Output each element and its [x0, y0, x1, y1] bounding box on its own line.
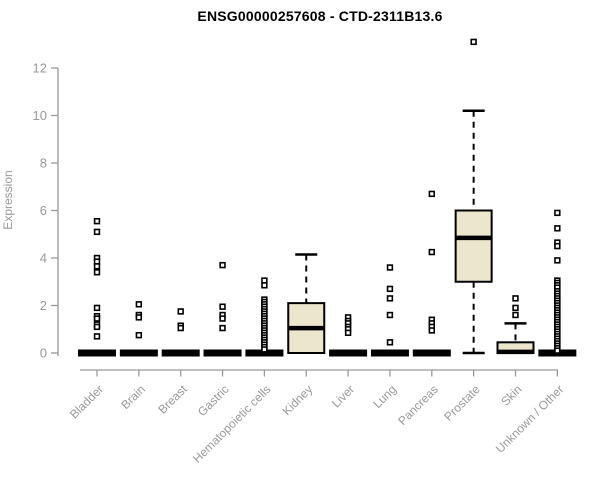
outlier-point — [219, 324, 226, 332]
outlier-point — [428, 190, 435, 198]
x-category-label: Liver — [329, 382, 357, 410]
box-group-gastric — [203, 261, 242, 357]
outlier-point — [386, 295, 394, 302]
outlier-point — [470, 38, 477, 46]
outlier-point — [93, 228, 101, 236]
y-tick-label: 4 — [40, 251, 47, 266]
box-group-kidney — [287, 253, 326, 354]
outlier-point — [428, 327, 435, 334]
box-group-lung — [370, 264, 409, 357]
collapsed-box — [245, 349, 284, 357]
outlier-point — [93, 323, 101, 331]
y-tick-label: 10 — [33, 108, 47, 123]
box-group-hematopoietic-cells — [245, 277, 284, 357]
x-category-label: Prostate — [441, 382, 483, 424]
outlier-point — [135, 301, 143, 308]
collapsed-box — [203, 349, 242, 357]
collapsed-box — [161, 349, 200, 357]
box — [454, 209, 493, 283]
x-category-label: Lung — [370, 382, 399, 411]
box-group-brain — [119, 301, 158, 357]
outlier-point — [386, 285, 394, 293]
outlier-point — [512, 304, 519, 312]
y-tick-label: 8 — [40, 156, 47, 171]
outlier-point — [261, 346, 268, 353]
x-category-label: Bladder — [67, 382, 106, 421]
x-category-label: Hematopoietic cells — [190, 382, 273, 465]
y-axis-label: Expression — [1, 170, 15, 229]
collapsed-box — [119, 349, 158, 357]
outlier-point — [93, 217, 101, 225]
outlier-point — [135, 331, 143, 339]
outlier-point — [177, 308, 184, 315]
outlier-point — [93, 263, 101, 270]
y-tick-label: 2 — [40, 298, 47, 313]
y-tick-label: 0 — [40, 346, 47, 361]
outlier-point — [219, 303, 226, 310]
outlier-point — [554, 242, 561, 250]
y-tick-label: 6 — [40, 203, 47, 218]
outlier-point — [428, 248, 435, 256]
x-category-label: Pancreas — [395, 382, 441, 428]
x-category-label: Kidney — [280, 382, 316, 418]
outlier-point — [344, 329, 352, 337]
outlier-point — [93, 315, 101, 322]
outlier-point — [386, 264, 394, 271]
box-group-bladder — [78, 217, 116, 357]
outlier-point — [261, 282, 268, 289]
collapsed-box — [412, 349, 451, 357]
box-group-unknown-other — [538, 209, 577, 357]
outlier-point — [512, 311, 519, 319]
x-category-label: Gastric — [195, 382, 232, 419]
collapsed-box — [329, 349, 368, 357]
outlier-point — [177, 324, 184, 332]
outlier-point — [554, 225, 561, 232]
box-group-prostate — [454, 38, 493, 355]
outlier-point — [219, 315, 226, 322]
outlier-point — [135, 314, 143, 321]
outlier-point — [554, 209, 561, 217]
x-category-label: Breast — [155, 382, 190, 417]
x-category-label: Skin — [498, 382, 524, 408]
collapsed-box — [370, 349, 409, 357]
y-tick-label: 12 — [33, 61, 47, 76]
box-group-skin — [496, 295, 535, 355]
outlier-point — [554, 257, 561, 264]
outlier-point — [554, 347, 561, 354]
outlier-point — [512, 295, 519, 302]
x-category-label: Brain — [118, 382, 148, 412]
chart-title: ENSG00000257608 - CTD-2311B13.6 — [197, 8, 443, 24]
outlier-point — [93, 304, 101, 312]
outlier-point — [93, 333, 101, 340]
outlier-point — [386, 339, 394, 346]
outlier-point — [219, 261, 226, 269]
outlier-point — [93, 269, 101, 276]
box-group-breast — [161, 308, 200, 357]
box-group-pancreas — [412, 190, 451, 357]
outlier-point — [386, 311, 394, 319]
collapsed-box — [78, 349, 116, 357]
box-group-liver — [329, 314, 368, 357]
